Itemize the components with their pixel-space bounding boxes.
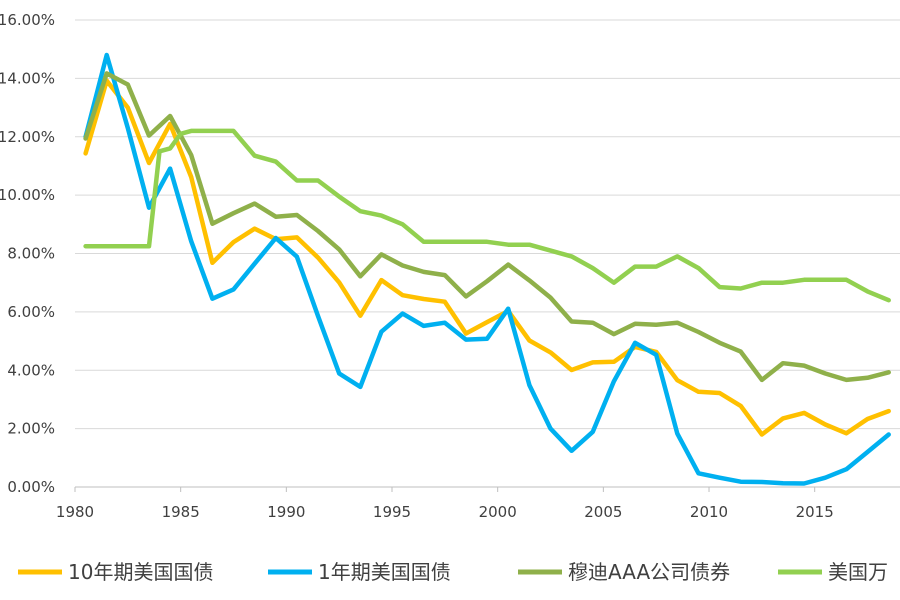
x-tick-label: 1995	[373, 503, 411, 521]
y-tick-label: 12.00%	[0, 128, 55, 146]
y-tick-label: 8.00%	[7, 245, 55, 263]
series-line-3	[83, 71, 891, 383]
x-tick-label: 2005	[584, 503, 622, 521]
y-tick-label: 10.00%	[0, 186, 55, 204]
legend-label-3: 穆迪AAA公司债券	[568, 560, 730, 584]
x-tick-label: 2015	[796, 503, 834, 521]
x-tick-label: 2010	[690, 503, 728, 521]
legend: 10年期美国国债 1年期美国国债 穆迪AAA公司债券 美国万	[18, 560, 888, 584]
series-lines	[83, 52, 891, 486]
x-tick-label: 2000	[479, 503, 517, 521]
x-tick-label: 1980	[56, 503, 94, 521]
legend-label-2: 1年期美国国债	[318, 560, 451, 584]
series-line-2	[83, 52, 891, 486]
y-tick-label: 0.00%	[7, 478, 55, 496]
y-tick-label: 2.00%	[7, 420, 55, 438]
y-tick-label: 4.00%	[7, 361, 55, 379]
y-tick-label: 16.00%	[0, 11, 55, 29]
x-tick-label: 1990	[267, 503, 305, 521]
x-tick-label: 1985	[162, 503, 200, 521]
legend-label-1: 10年期美国国债	[68, 560, 213, 584]
series-line-1	[83, 78, 891, 437]
legend-label-4: 美国万	[828, 560, 888, 584]
x-axis-ticks: 1980 1985 1990 1995 2000 2005 2010 2015	[56, 487, 834, 521]
y-axis-ticks: 0.00% 2.00% 4.00% 6.00% 8.00% 10.00% 12.00% 14.…	[0, 11, 55, 496]
series-line-4	[83, 128, 891, 303]
gridlines	[75, 19, 900, 488]
y-tick-label: 14.00%	[0, 69, 55, 87]
y-tick-label: 6.00%	[7, 303, 55, 321]
